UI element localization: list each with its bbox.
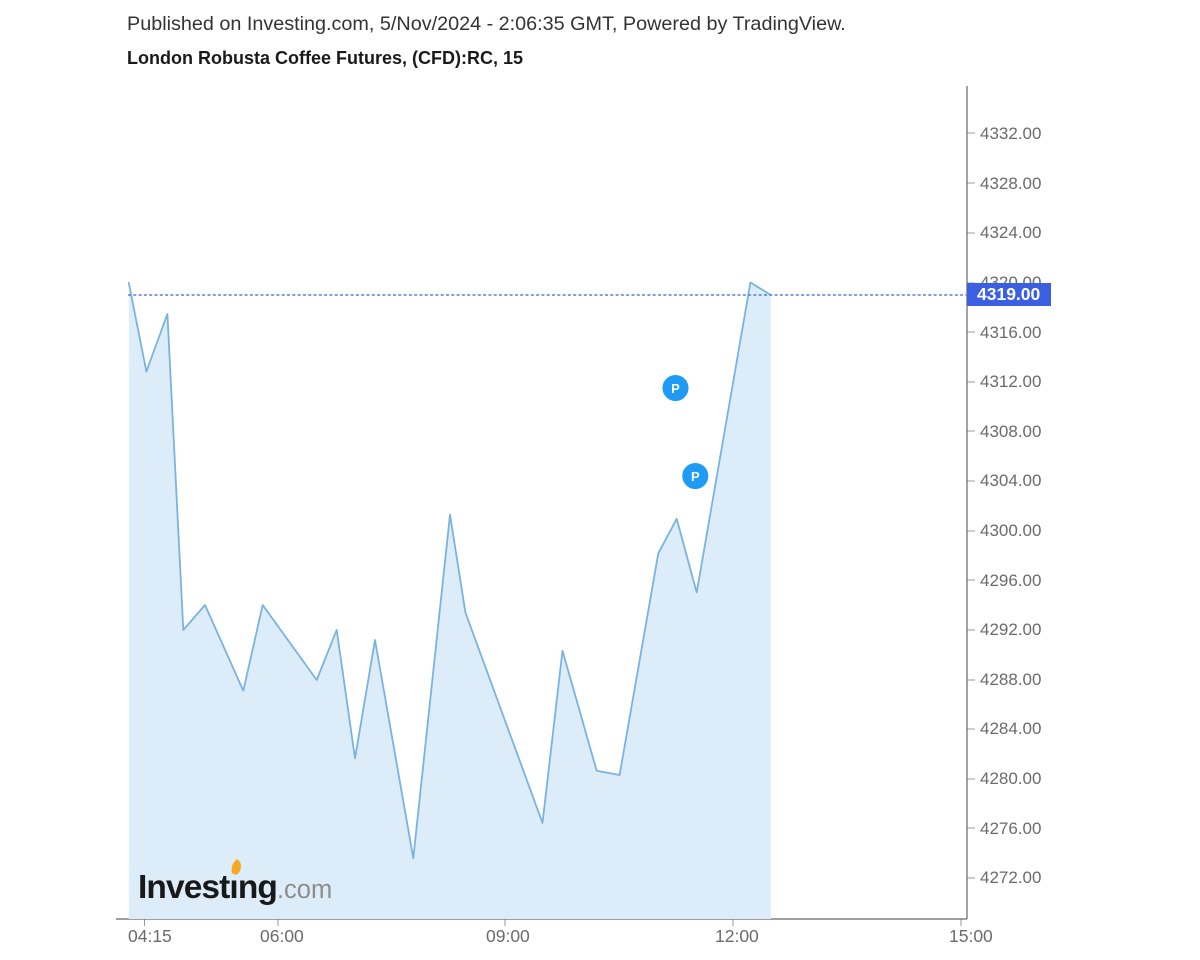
svg-text:P: P — [691, 469, 700, 484]
svg-text:4308.00: 4308.00 — [980, 422, 1041, 441]
svg-text:12:00: 12:00 — [715, 926, 759, 946]
svg-text:09:00: 09:00 — [486, 926, 530, 946]
svg-text:4316.00: 4316.00 — [980, 323, 1041, 342]
svg-text:4280.00: 4280.00 — [980, 769, 1041, 788]
svg-text:4328.00: 4328.00 — [980, 174, 1041, 193]
svg-text:06:00: 06:00 — [260, 926, 304, 946]
svg-text:4300.00: 4300.00 — [980, 521, 1041, 540]
svg-text:4292.00: 4292.00 — [980, 620, 1041, 639]
svg-text:4284.00: 4284.00 — [980, 719, 1041, 738]
svg-text:4276.00: 4276.00 — [980, 819, 1041, 838]
svg-text:4288.00: 4288.00 — [980, 670, 1041, 689]
svg-text:4304.00: 4304.00 — [980, 471, 1041, 490]
svg-text:4332.00: 4332.00 — [980, 124, 1041, 143]
svg-text:4319.00: 4319.00 — [977, 284, 1041, 304]
svg-text:4312.00: 4312.00 — [980, 372, 1041, 391]
svg-text:4272.00: 4272.00 — [980, 868, 1041, 887]
svg-text:04:15: 04:15 — [128, 926, 172, 946]
svg-text:P: P — [671, 381, 680, 396]
svg-text:4324.00: 4324.00 — [980, 223, 1041, 242]
svg-text:4296.00: 4296.00 — [980, 571, 1041, 590]
svg-text:15:00: 15:00 — [949, 926, 993, 946]
